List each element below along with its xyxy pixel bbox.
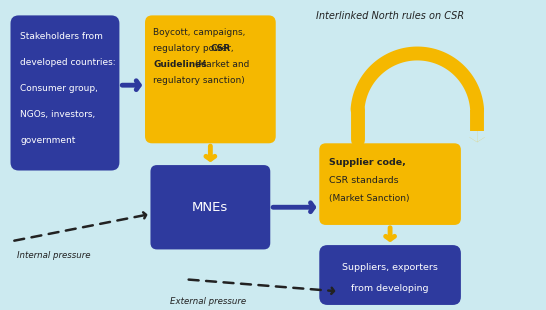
Text: CSR standards: CSR standards xyxy=(329,176,399,185)
FancyBboxPatch shape xyxy=(10,16,120,170)
Text: Boycott, campaigns,: Boycott, campaigns, xyxy=(153,28,246,37)
Text: Suppliers, exporters: Suppliers, exporters xyxy=(342,263,438,272)
FancyBboxPatch shape xyxy=(319,245,461,305)
FancyBboxPatch shape xyxy=(145,16,276,143)
Text: External pressure: External pressure xyxy=(169,297,246,306)
FancyBboxPatch shape xyxy=(151,165,270,250)
Text: Guidelines: Guidelines xyxy=(153,60,207,69)
Text: (Market and: (Market and xyxy=(192,60,250,69)
FancyBboxPatch shape xyxy=(319,143,461,225)
Text: government: government xyxy=(20,136,76,145)
Text: (Market Sanction): (Market Sanction) xyxy=(329,194,410,203)
Text: Supplier code,: Supplier code, xyxy=(329,158,406,167)
Text: NGOs, investors,: NGOs, investors, xyxy=(20,110,96,119)
Text: regulatory sanction): regulatory sanction) xyxy=(153,76,245,85)
Text: developed countries:: developed countries: xyxy=(20,58,116,67)
Text: from developing: from developing xyxy=(351,284,429,293)
Text: Consumer group,: Consumer group, xyxy=(20,84,98,93)
Text: Interlinked North rules on CSR: Interlinked North rules on CSR xyxy=(316,11,464,21)
Text: Internal pressure: Internal pressure xyxy=(17,250,91,259)
Text: MNEs: MNEs xyxy=(192,201,228,214)
Text: regulatory power,: regulatory power, xyxy=(153,43,236,53)
Text: CSR: CSR xyxy=(210,43,230,53)
Text: Stakeholders from: Stakeholders from xyxy=(20,32,103,41)
